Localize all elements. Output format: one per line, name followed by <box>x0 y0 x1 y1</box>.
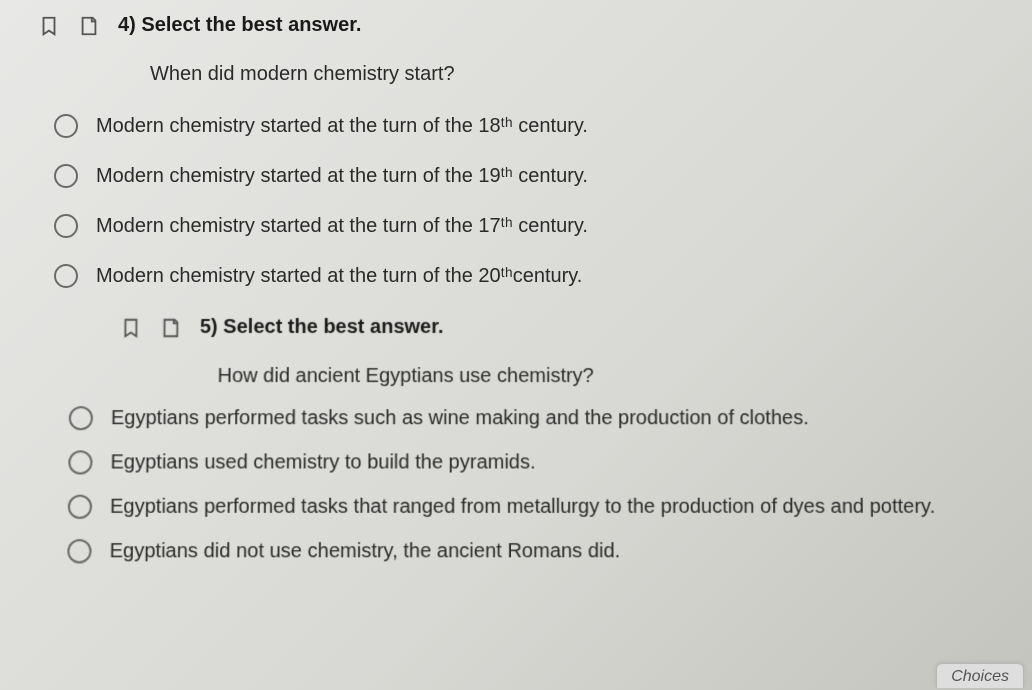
radio-button[interactable] <box>69 406 93 430</box>
question-block-5: 5) Select the best answer. How did ancie… <box>0 316 1032 563</box>
option-row[interactable]: Egyptians performed tasks that ranged fr… <box>68 495 1032 519</box>
question-block-4: 4) Select the best answer. When did mode… <box>0 14 1032 288</box>
option-row[interactable]: Egyptians performed tasks such as wine m… <box>69 406 1032 430</box>
quiz-page: 4) Select the best answer. When did mode… <box>0 0 1032 562</box>
option-row[interactable]: Modern chemistry started at the turn of … <box>54 164 1032 188</box>
note-icon[interactable] <box>160 316 182 338</box>
option-row[interactable]: Egyptians used chemistry to build the py… <box>68 450 1032 474</box>
options-list: Egyptians performed tasks such as wine m… <box>0 406 1032 563</box>
option-row[interactable]: Modern chemistry started at the turn of … <box>54 114 1032 138</box>
option-row[interactable]: Egyptians did not use chemistry, the anc… <box>67 539 1032 563</box>
radio-button[interactable] <box>54 264 78 288</box>
option-row[interactable]: Modern chemistry started at the turn of … <box>54 264 1032 288</box>
question-prompt: When did modern chemistry start? <box>150 63 1032 86</box>
option-text: Egyptians performed tasks that ranged fr… <box>110 495 935 518</box>
option-text: Modern chemistry started at the turn of … <box>96 165 588 188</box>
question-instruction: Select the best answer. <box>223 316 443 338</box>
choices-label: Choices <box>951 668 1009 685</box>
question-number: 5) <box>200 316 218 338</box>
radio-button[interactable] <box>67 539 91 563</box>
option-text: Egyptians performed tasks such as wine m… <box>111 407 809 430</box>
option-text: Modern chemistry started at the turn of … <box>96 115 588 138</box>
question-title: 5) Select the best answer. <box>200 316 444 339</box>
option-text: Modern chemistry started at the turn of … <box>96 215 588 238</box>
radio-button[interactable] <box>54 164 78 188</box>
options-list: Modern chemistry started at the turn of … <box>0 114 1032 288</box>
question-prompt: How did ancient Egyptians use chemistry? <box>217 365 1032 388</box>
question-number: 4) <box>118 14 136 36</box>
radio-button[interactable] <box>68 450 92 474</box>
radio-button[interactable] <box>68 495 92 519</box>
question-instruction: Select the best answer. <box>141 14 361 36</box>
choices-tab[interactable]: Choices <box>936 663 1024 688</box>
bookmark-icon[interactable] <box>120 316 142 338</box>
radio-button[interactable] <box>54 214 78 238</box>
question-header: 4) Select the best answer. <box>0 14 1032 37</box>
option-text: Egyptians used chemistry to build the py… <box>110 451 535 474</box>
option-row[interactable]: Modern chemistry started at the turn of … <box>54 214 1032 238</box>
question-header: 5) Select the best answer. <box>0 316 1032 339</box>
bookmark-icon[interactable] <box>38 15 60 37</box>
option-text: Modern chemistry started at the turn of … <box>96 265 582 288</box>
radio-button[interactable] <box>54 114 78 138</box>
option-text: Egyptians did not use chemistry, the anc… <box>110 540 621 563</box>
note-icon[interactable] <box>78 15 100 37</box>
question-title: 4) Select the best answer. <box>118 14 361 37</box>
